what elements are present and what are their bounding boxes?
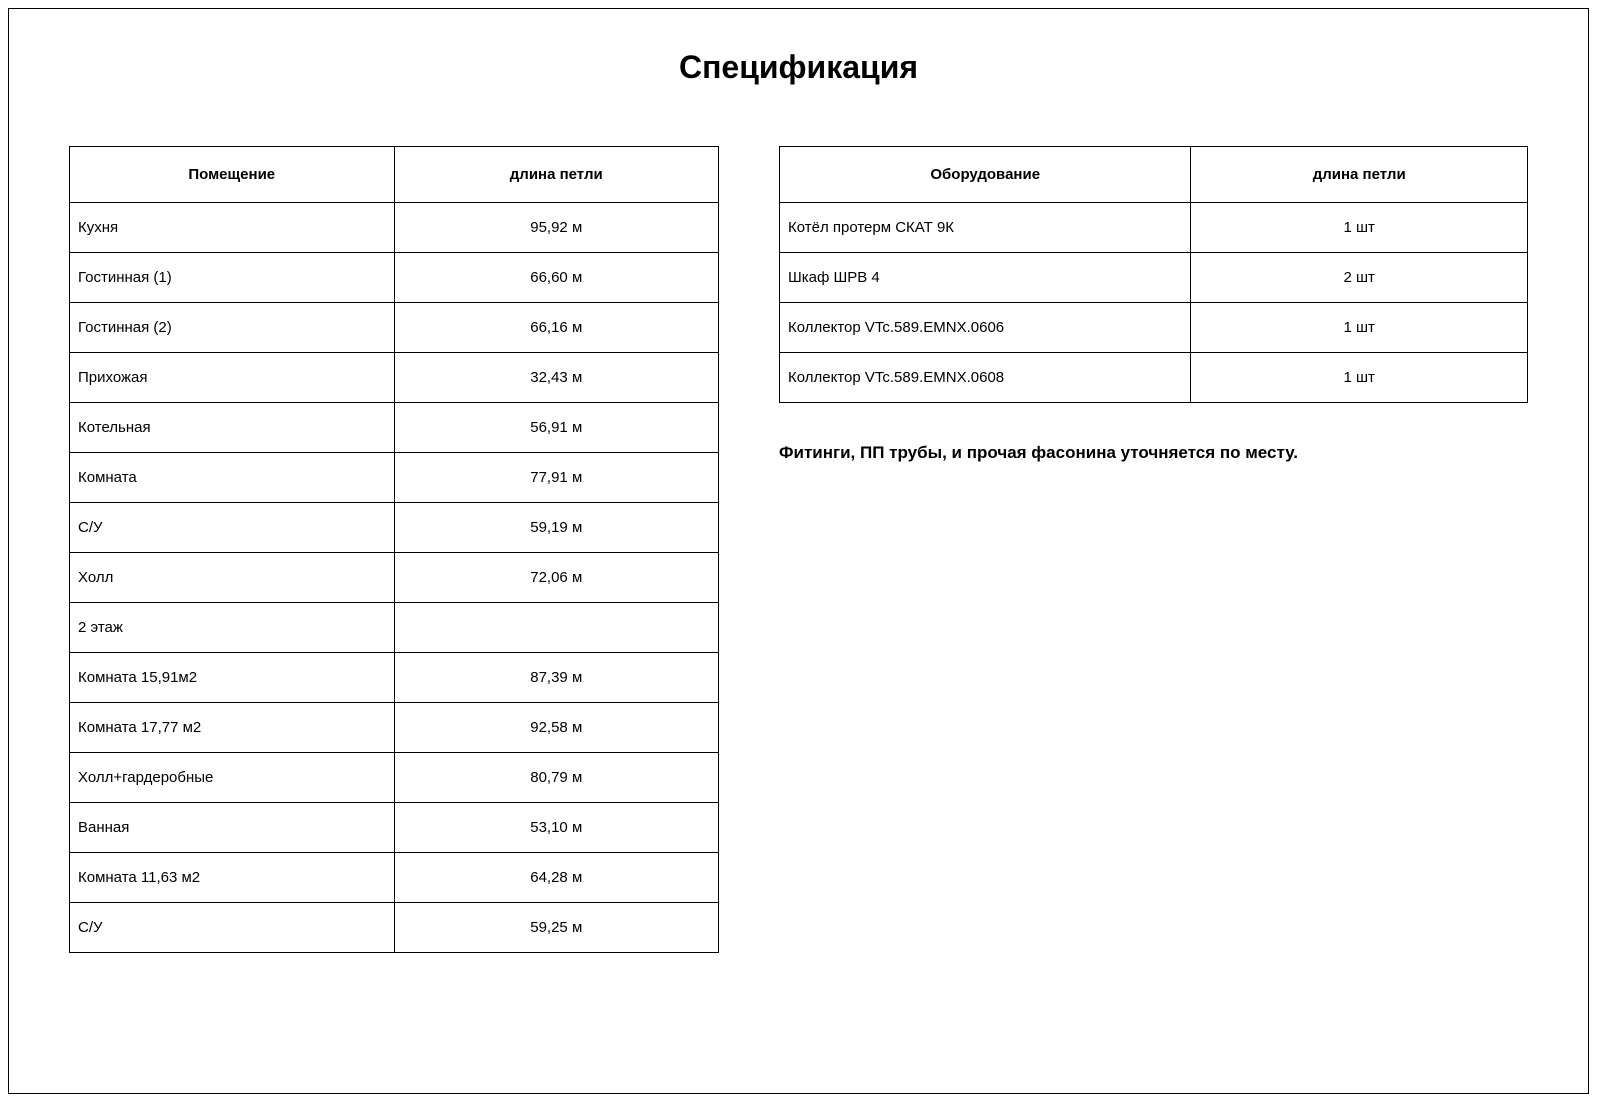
table-cell: Комната xyxy=(70,453,395,503)
table-cell: 59,25 м xyxy=(394,903,719,953)
table-cell: Котельная xyxy=(70,403,395,453)
table-row: Гостинная (1)66,60 м xyxy=(70,253,719,303)
table-cell: 59,19 м xyxy=(394,503,719,553)
table-cell: 77,91 м xyxy=(394,453,719,503)
table-cell: Холл xyxy=(70,553,395,603)
table-cell: 56,91 м xyxy=(394,403,719,453)
page-frame: Спецификация Помещение длина петли Кухня… xyxy=(8,8,1589,1094)
table-cell: Комната 15,91м2 xyxy=(70,653,395,703)
table-row: Гостинная (2)66,16 м xyxy=(70,303,719,353)
table-cell: Гостинная (2) xyxy=(70,303,395,353)
table-cell: 53,10 м xyxy=(394,803,719,853)
table-cell: 87,39 м xyxy=(394,653,719,703)
table-row: Кухня95,92 м xyxy=(70,203,719,253)
table-cell: С/У xyxy=(70,903,395,953)
table-header-row: Оборудование длина петли xyxy=(780,147,1528,203)
table-row: Комната 15,91м287,39 м xyxy=(70,653,719,703)
table-cell: Шкаф ШРВ 4 xyxy=(780,253,1191,303)
table-cell: Ванная xyxy=(70,803,395,853)
equipment-col-header-1: Оборудование xyxy=(780,147,1191,203)
table-row: Прихожая32,43 м xyxy=(70,353,719,403)
table-cell: 80,79 м xyxy=(394,753,719,803)
table-cell: 66,60 м xyxy=(394,253,719,303)
table-row: Ванная53,10 м xyxy=(70,803,719,853)
table-cell: 72,06 м xyxy=(394,553,719,603)
table-cell: 2 шт xyxy=(1191,253,1528,303)
table-cell xyxy=(394,603,719,653)
table-cell: Кухня xyxy=(70,203,395,253)
rooms-table: Помещение длина петли Кухня95,92 мГостин… xyxy=(69,146,719,953)
table-row: Комната77,91 м xyxy=(70,453,719,503)
right-column: Оборудование длина петли Котёл протерм С… xyxy=(779,146,1528,463)
table-row: Комната 11,63 м264,28 м xyxy=(70,853,719,903)
left-column: Помещение длина петли Кухня95,92 мГостин… xyxy=(69,146,719,953)
content-columns: Помещение длина петли Кухня95,92 мГостин… xyxy=(69,146,1528,953)
table-cell: 95,92 м xyxy=(394,203,719,253)
table-cell: 1 шт xyxy=(1191,303,1528,353)
table-header-row: Помещение длина петли xyxy=(70,147,719,203)
table-row: Котельная56,91 м xyxy=(70,403,719,453)
table-cell: Коллектор VTc.589.EMNX.0606 xyxy=(780,303,1191,353)
table-row: Холл72,06 м xyxy=(70,553,719,603)
table-cell: 2 этаж xyxy=(70,603,395,653)
table-row: Шкаф ШРВ 42 шт xyxy=(780,253,1528,303)
rooms-col-header-2: длина петли xyxy=(394,147,719,203)
table-cell: 92,58 м xyxy=(394,703,719,753)
table-cell: 1 шт xyxy=(1191,203,1528,253)
table-cell: Коллектор VTc.589.EMNX.0608 xyxy=(780,353,1191,403)
page-title: Спецификация xyxy=(69,49,1528,86)
table-cell: Комната 17,77 м2 xyxy=(70,703,395,753)
table-row: 2 этаж xyxy=(70,603,719,653)
table-cell: 66,16 м xyxy=(394,303,719,353)
table-row: Котёл протерм СКАТ 9К1 шт xyxy=(780,203,1528,253)
table-cell: Холл+гардеробные xyxy=(70,753,395,803)
table-row: С/У59,25 м xyxy=(70,903,719,953)
table-cell: Гостинная (1) xyxy=(70,253,395,303)
table-row: Коллектор VTc.589.EMNX.06081 шт xyxy=(780,353,1528,403)
table-cell: 64,28 м xyxy=(394,853,719,903)
table-cell: 32,43 м xyxy=(394,353,719,403)
note-text: Фитинги, ПП трубы, и прочая фасонина уто… xyxy=(779,443,1528,463)
table-row: Коллектор VTc.589.EMNX.06061 шт xyxy=(780,303,1528,353)
equipment-table-body: Котёл протерм СКАТ 9К1 штШкаф ШРВ 42 штК… xyxy=(780,203,1528,403)
rooms-col-header-1: Помещение xyxy=(70,147,395,203)
table-row: С/У59,19 м xyxy=(70,503,719,553)
equipment-col-header-2: длина петли xyxy=(1191,147,1528,203)
table-cell: Котёл протерм СКАТ 9К xyxy=(780,203,1191,253)
table-row: Холл+гардеробные80,79 м xyxy=(70,753,719,803)
table-cell: 1 шт xyxy=(1191,353,1528,403)
equipment-table: Оборудование длина петли Котёл протерм С… xyxy=(779,146,1528,403)
table-cell: Прихожая xyxy=(70,353,395,403)
table-cell: С/У xyxy=(70,503,395,553)
table-cell: Комната 11,63 м2 xyxy=(70,853,395,903)
table-row: Комната 17,77 м292,58 м xyxy=(70,703,719,753)
rooms-table-body: Кухня95,92 мГостинная (1)66,60 мГостинна… xyxy=(70,203,719,953)
